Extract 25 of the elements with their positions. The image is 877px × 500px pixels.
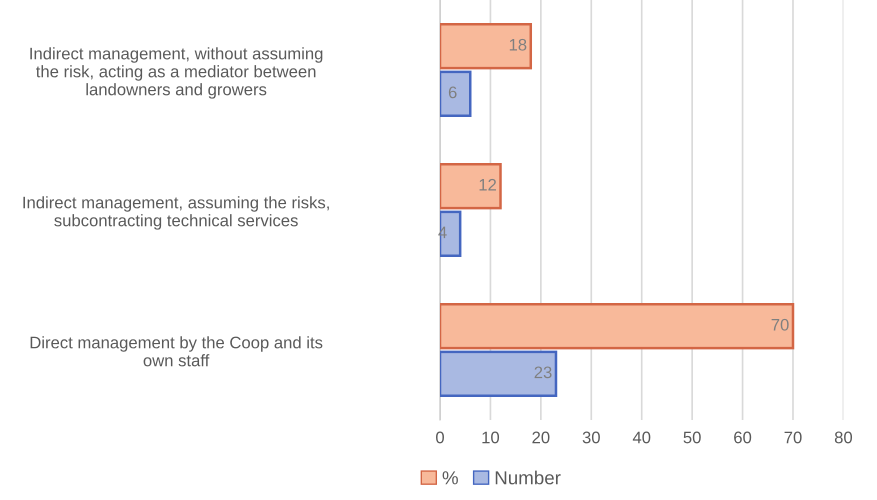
x-tick-label: 40 (632, 432, 650, 444)
legend-label: % (442, 471, 458, 484)
bar (440, 163, 502, 210)
bar (440, 70, 472, 117)
data-label: 70 (772, 318, 789, 331)
legend-label: Number (496, 470, 561, 484)
data-label: 6 (448, 86, 457, 98)
x-tick-label: 50 (684, 432, 701, 444)
y-tick-label: Indirect management, assuming the risks, subcontracting technical services (23, 196, 329, 230)
bar (440, 23, 532, 70)
y-tick-label: Indirect management, without assuming the risk, acting as a mediator between landowners and growers (30, 47, 322, 99)
x-tick-label: 80 (834, 432, 852, 444)
x-tick-label: 60 (734, 432, 752, 444)
x-tick-label: 70 (784, 432, 802, 444)
data-label: 12 (480, 178, 496, 191)
bar (440, 350, 558, 397)
x-tick-label: 10 (482, 432, 500, 444)
bar (440, 303, 794, 350)
y-tick-label: Direct management by the Coop and its own staff (30, 336, 322, 366)
data-label: 23 (534, 366, 552, 378)
bar (440, 210, 462, 257)
x-tick-label: 30 (582, 432, 600, 444)
x-tick-label: 0 (436, 432, 444, 444)
x-tick-label: 20 (532, 432, 550, 444)
data-label: 18 (510, 38, 526, 51)
